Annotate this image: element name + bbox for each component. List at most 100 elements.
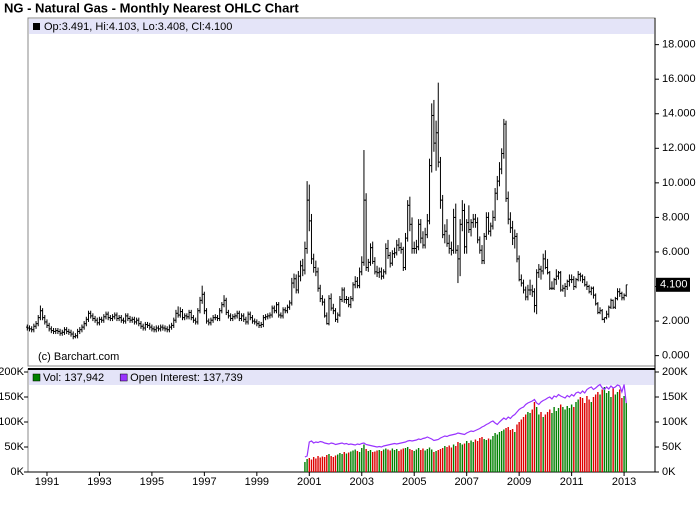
- last-price-box: [656, 277, 690, 292]
- x-tick-label: 1997: [192, 476, 216, 488]
- volume-bar: [365, 449, 367, 472]
- volume-bar: [413, 451, 415, 472]
- y-tick-label: 2.000: [662, 315, 690, 327]
- price-header: [29, 19, 654, 34]
- volume-bar: [343, 452, 345, 472]
- volume-bar: [402, 448, 404, 472]
- volume-bar: [376, 450, 378, 472]
- open-interest-line: [304, 383, 627, 458]
- volume-bar: [350, 451, 352, 472]
- volume-bar: [352, 450, 354, 472]
- volume-bar: [505, 428, 507, 472]
- volume-bar: [603, 387, 606, 472]
- volume-bar: [553, 407, 555, 472]
- volume-bar: [391, 448, 394, 472]
- legend-label: Open Interest: 137,739: [130, 372, 243, 384]
- volume-bar: [341, 454, 343, 472]
- volume-bar: [354, 449, 356, 472]
- y-tick-label: 10.000: [662, 177, 696, 189]
- volume-bar: [374, 451, 376, 472]
- volume-bar: [625, 403, 627, 472]
- volume-bar: [496, 434, 498, 472]
- volume-bar: [465, 441, 468, 472]
- x-tick-label: 2007: [454, 476, 478, 488]
- volume-bar: [326, 455, 328, 472]
- y-tick-label: 16.000: [662, 73, 696, 85]
- volume-bar: [481, 437, 483, 472]
- volume-bar: [601, 389, 603, 472]
- volume-bar: [531, 409, 533, 472]
- volume-bar: [400, 449, 402, 472]
- volume-bar: [476, 441, 479, 472]
- volume-bar: [332, 457, 335, 472]
- volume-bar: [581, 398, 584, 472]
- volume-bar: [494, 433, 496, 472]
- volume-bar: [382, 449, 385, 472]
- volume-bar: [599, 394, 601, 472]
- volume-bar: [380, 451, 383, 472]
- x-tick-label: 2003: [350, 476, 374, 488]
- volume-bar: [619, 389, 621, 472]
- volume-bar: [614, 394, 617, 472]
- volume-bar: [358, 452, 361, 472]
- volume-bar: [498, 432, 501, 472]
- legend-label: Vol: 137,942: [43, 372, 104, 384]
- volume-bar: [621, 398, 623, 472]
- legend-swatch: [32, 373, 41, 382]
- volume-bar: [566, 406, 568, 472]
- volume-bar: [415, 449, 418, 472]
- volume-bar: [542, 417, 544, 472]
- last-price-label: 4.100: [660, 279, 688, 291]
- volume-bar: [315, 458, 317, 472]
- volume-bar: [522, 417, 525, 472]
- volume-bar: [474, 439, 477, 472]
- volume-bar: [525, 414, 527, 472]
- x-tick-label: 1993: [87, 476, 111, 488]
- y-tick-label: 6.000: [662, 246, 690, 258]
- volume-bar: [529, 413, 531, 472]
- volume-bar: [426, 449, 429, 472]
- volume-bar: [483, 439, 485, 472]
- volume-bar: [479, 438, 481, 472]
- volume-bar: [470, 440, 472, 472]
- volume-bar: [310, 459, 313, 472]
- volume-bar: [459, 443, 461, 472]
- volume-bar: [417, 448, 420, 472]
- volume-bar: [608, 391, 610, 472]
- volume-bar: [444, 446, 446, 472]
- volume-bar: [337, 454, 339, 472]
- volume-bar: [356, 451, 359, 472]
- volume-bar: [544, 414, 547, 472]
- y-tick-label: 100K: [662, 416, 688, 428]
- volume-bar: [409, 449, 411, 472]
- volume-bar: [538, 414, 540, 472]
- volume-bar: [509, 430, 512, 472]
- volume-bar: [605, 393, 608, 472]
- volume-bar: [441, 448, 444, 472]
- volume-bar: [557, 408, 560, 472]
- price-panel: [27, 17, 656, 367]
- volume-bar: [323, 457, 326, 472]
- y-tick-label-left: 200K: [0, 366, 25, 378]
- x-tick-label: 1995: [140, 476, 164, 488]
- y-tick-label: 14.000: [662, 108, 696, 120]
- volume-bar: [321, 456, 324, 472]
- volume-bar: [573, 407, 575, 472]
- volume-bar: [562, 407, 564, 472]
- volume-bar: [518, 422, 520, 472]
- volume-bar: [330, 456, 332, 472]
- volume-bar: [472, 442, 474, 472]
- y-tick-label: 8.000: [662, 211, 690, 223]
- y-tick-label-left: 100K: [0, 416, 25, 428]
- volume-bar: [540, 412, 542, 472]
- volume-bar: [520, 419, 523, 472]
- y-tick-label-left: 0K: [11, 466, 25, 478]
- x-tick-label: 2011: [560, 476, 584, 488]
- volume-bar: [404, 448, 407, 472]
- volume-bar: [612, 388, 614, 472]
- volume-bar: [586, 396, 588, 472]
- x-tick-label: 2001: [297, 476, 321, 488]
- volume-bar: [468, 443, 470, 472]
- x-tick-label: 1999: [245, 476, 269, 488]
